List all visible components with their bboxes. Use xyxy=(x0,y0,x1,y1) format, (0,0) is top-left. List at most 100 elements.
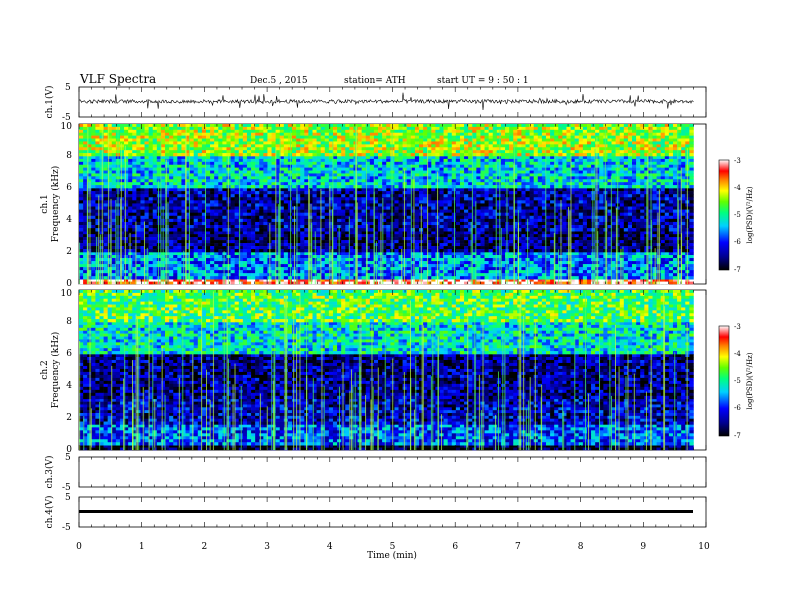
spectrogram-cell xyxy=(152,218,158,223)
spectrogram-cell xyxy=(107,225,113,229)
spectrogram-cell xyxy=(283,215,289,220)
spectrogram-cell xyxy=(341,156,346,160)
spectrogram-cell xyxy=(169,206,174,210)
spectrogram-cell xyxy=(611,267,616,271)
spectrogram-cell xyxy=(152,221,158,226)
spectrogram-cell xyxy=(214,206,219,210)
spectrogram-cell xyxy=(103,221,108,226)
spectrogram-cell xyxy=(619,267,625,271)
spectrogram-cell xyxy=(79,231,84,235)
spectrogram-cell xyxy=(431,270,436,274)
spectrogram-cell xyxy=(79,264,84,268)
spectrogram-cell xyxy=(365,281,371,285)
spectrogram-cell xyxy=(238,237,244,241)
spectrogram-cell xyxy=(189,209,194,213)
spectrogram-cell xyxy=(427,218,432,223)
spectrogram-cell xyxy=(210,212,215,217)
spectrogram-cell xyxy=(574,255,580,259)
spectrogram-cell xyxy=(95,225,100,229)
spectrogram-cell xyxy=(623,225,629,229)
spectrogram-cell xyxy=(459,156,465,160)
spectrogram-cell xyxy=(144,273,149,277)
spectrogram-cell xyxy=(128,225,133,229)
spectrogram-cell xyxy=(349,240,354,244)
spectrogram-cell xyxy=(619,206,625,210)
spectrogram-cell xyxy=(349,209,354,213)
spectrogram-cell xyxy=(308,200,313,204)
spectrogram-cell xyxy=(296,234,301,238)
spectrogram-cell xyxy=(324,188,330,192)
spectrogram-cell xyxy=(255,273,260,277)
spectrogram-cell xyxy=(464,255,469,259)
spectrogram-cell xyxy=(193,228,199,232)
spectrogram-cell xyxy=(378,215,383,220)
spectrogram-cell xyxy=(259,267,264,271)
spectrogram-cell xyxy=(148,228,154,232)
spectrogram-cell xyxy=(95,231,100,235)
spectrogram-cell xyxy=(611,228,616,232)
spectrogram-cell xyxy=(173,261,178,265)
spectrogram-cell xyxy=(566,200,571,204)
spectrogram-cell xyxy=(656,188,661,192)
spectrogram-cell xyxy=(451,281,457,285)
spectrogram-cell xyxy=(492,218,498,223)
spectrogram-cell xyxy=(570,249,575,253)
spectrogram-cell xyxy=(242,270,248,274)
spectrogram-cell xyxy=(246,249,252,253)
spectrogram-cell xyxy=(423,197,428,201)
spectrogram-cell xyxy=(275,191,281,195)
spectrogram-cell xyxy=(87,203,92,207)
spectrogram-cell xyxy=(439,194,444,198)
spectrogram-cell xyxy=(500,255,506,259)
spectrogram-cell xyxy=(279,240,285,244)
spectrogram-cell xyxy=(148,231,154,235)
spectrogram-cell xyxy=(537,276,543,280)
spectrogram-cell xyxy=(185,221,190,226)
spectrogram-cell xyxy=(427,209,432,213)
spectrogram-cell xyxy=(152,270,158,274)
spectrogram-cell xyxy=(652,234,657,238)
spectrogram-cell xyxy=(95,206,100,210)
spectrogram-cell xyxy=(521,246,526,250)
spectrogram-cell xyxy=(177,261,182,265)
spectrogram-cell xyxy=(410,191,416,195)
spectrogram-cell xyxy=(578,218,584,223)
spectrogram-cell xyxy=(423,240,428,244)
spectrogram-cell xyxy=(132,209,137,213)
spectrogram-cell xyxy=(623,228,629,232)
spectrogram-cell xyxy=(586,188,592,192)
spectrogram-cell xyxy=(406,279,412,282)
spectrogram-cell xyxy=(566,156,571,160)
spectrogram-cell xyxy=(554,261,559,265)
spectrogram-cell xyxy=(378,255,383,259)
spectrogram-cell xyxy=(99,225,104,229)
spectrogram-cell xyxy=(586,252,592,256)
spectrogram-cell xyxy=(414,267,420,271)
spectrogram-cell xyxy=(386,225,391,229)
spectrogram-cell xyxy=(124,231,129,235)
spectrogram-cell xyxy=(246,203,252,207)
spectrogram-cell xyxy=(124,234,129,238)
spectrogram-cell xyxy=(656,197,661,201)
spectrogram-cell xyxy=(439,246,444,250)
spectrogram-cell xyxy=(632,188,637,192)
spectrogram-cell xyxy=(672,243,678,247)
spectrogram-cell xyxy=(365,203,371,207)
spectrogram-cell xyxy=(373,237,379,241)
spectrogram-cell xyxy=(79,206,84,210)
spectrogram-cell xyxy=(640,273,645,277)
spectrogram-cell xyxy=(181,209,186,213)
spectrogram-cell xyxy=(464,270,469,274)
spectrogram-cell xyxy=(189,279,194,282)
spectrogram-cell xyxy=(300,281,305,285)
spectrogram-cell xyxy=(607,188,612,192)
spectrogram-cell xyxy=(361,249,367,253)
spectrogram-cell xyxy=(664,273,670,277)
spectrogram-cell xyxy=(447,203,453,207)
spectrogram-cell xyxy=(423,276,428,280)
spectrogram-cell xyxy=(545,237,551,241)
spectrogram-cell xyxy=(611,281,616,285)
spectrogram-cell xyxy=(550,191,555,195)
spectrogram-cell xyxy=(378,197,383,201)
spectrogram-cell xyxy=(533,234,539,238)
